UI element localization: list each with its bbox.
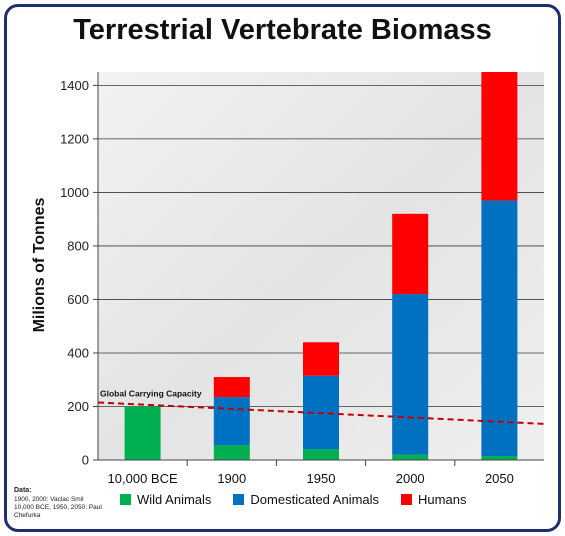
- source-heading: Data:: [14, 487, 32, 494]
- carrying-capacity-line: [97, 401, 545, 425]
- legend: Wild Animals Domesticated Animals Humans: [120, 490, 466, 508]
- legend-label-wild: Wild Animals: [137, 491, 212, 507]
- legend-item-domesticated: Domesticated Animals: [233, 492, 379, 507]
- bar-humans: [303, 342, 339, 376]
- legend-swatch-wild: [120, 493, 131, 505]
- bar-domesticated: [481, 200, 518, 456]
- y-tick-label: 0: [82, 453, 89, 468]
- bar-wild: [124, 406, 161, 460]
- legend-label-domesticated: Domesticated Animals: [250, 491, 380, 507]
- bar-domesticated: [213, 397, 250, 446]
- bar-humans: [213, 377, 250, 398]
- x-tick-label: 1900: [217, 471, 246, 486]
- bar-humans: [392, 213, 429, 295]
- legend-swatch-humans: [401, 493, 413, 505]
- y-tick-label: 1200: [60, 131, 89, 146]
- x-tick-label: 2000: [396, 471, 425, 486]
- source-line-2: 10,000 BCE, 1950, 2050: Paul Chefurka: [14, 503, 102, 519]
- y-tick-label: 400: [67, 345, 89, 360]
- y-tick-label: 200: [67, 399, 89, 414]
- legend-item-humans: Humans: [401, 492, 466, 507]
- y-tick-label: 1000: [60, 185, 89, 200]
- data-source-note: Data: 1900, 2000: Vaclac Smil 10,000 BCE…: [14, 487, 124, 520]
- bar-wild: [481, 455, 518, 460]
- legend-item-wild: Wild Animals: [120, 492, 211, 507]
- x-tick-label: 1950: [307, 471, 336, 486]
- bar-wild: [213, 445, 250, 460]
- y-tick-label: 600: [67, 292, 89, 307]
- source-line-1: 1900, 2000: Vaclac Smil: [14, 495, 84, 503]
- y-tick-label: 800: [67, 238, 89, 253]
- carrying-capacity-label: Global Carrying Capacity: [100, 388, 202, 398]
- x-tick-label: 2050: [485, 471, 514, 486]
- bar-humans: [481, 72, 518, 201]
- legend-label-humans: Humans: [418, 491, 467, 507]
- bar-domesticated: [392, 294, 429, 455]
- chart-title: Terrestrial Vertebrate Biomass: [73, 14, 492, 46]
- x-tick-label: 10,000 BCE: [108, 471, 178, 486]
- legend-swatch-domesticated: [233, 493, 245, 505]
- bar-wild: [392, 454, 429, 460]
- bar-wild: [303, 449, 339, 460]
- y-tick-label: 1400: [60, 78, 89, 93]
